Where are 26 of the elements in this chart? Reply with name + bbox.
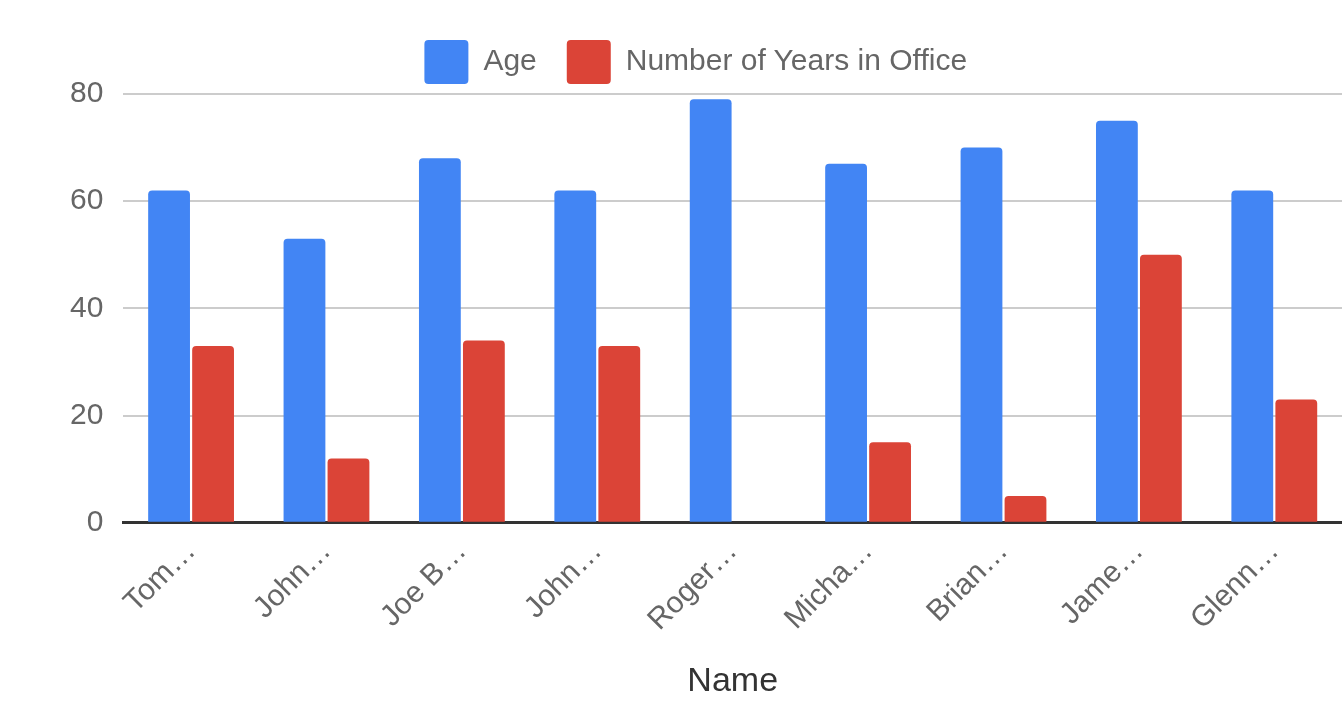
bar (554, 190, 597, 522)
bar (283, 238, 326, 522)
y-tick-label: 0 (86, 504, 104, 538)
bar (960, 147, 1003, 522)
x-tick-label: Joe B… (373, 533, 472, 633)
bar (1095, 120, 1138, 522)
y-tick-label: 60 (69, 182, 104, 216)
bar (1004, 495, 1047, 522)
bar (192, 345, 234, 522)
bar (825, 163, 867, 522)
bar (148, 190, 190, 522)
bar (1231, 190, 1274, 522)
y-tick-label: 80 (69, 75, 104, 109)
bar (462, 340, 505, 522)
bar (327, 458, 370, 522)
bar (1139, 254, 1182, 522)
x-axis-title: Name (687, 659, 779, 698)
bar (689, 99, 732, 522)
bar (1275, 399, 1318, 522)
bar (869, 442, 911, 522)
y-tick-label: 40 (69, 289, 104, 323)
y-tick-label: 20 (69, 396, 104, 430)
legend-label: Age (483, 43, 537, 77)
legend-label: Number of Years in Office (625, 43, 968, 77)
bar (418, 158, 461, 522)
bar (598, 345, 641, 522)
